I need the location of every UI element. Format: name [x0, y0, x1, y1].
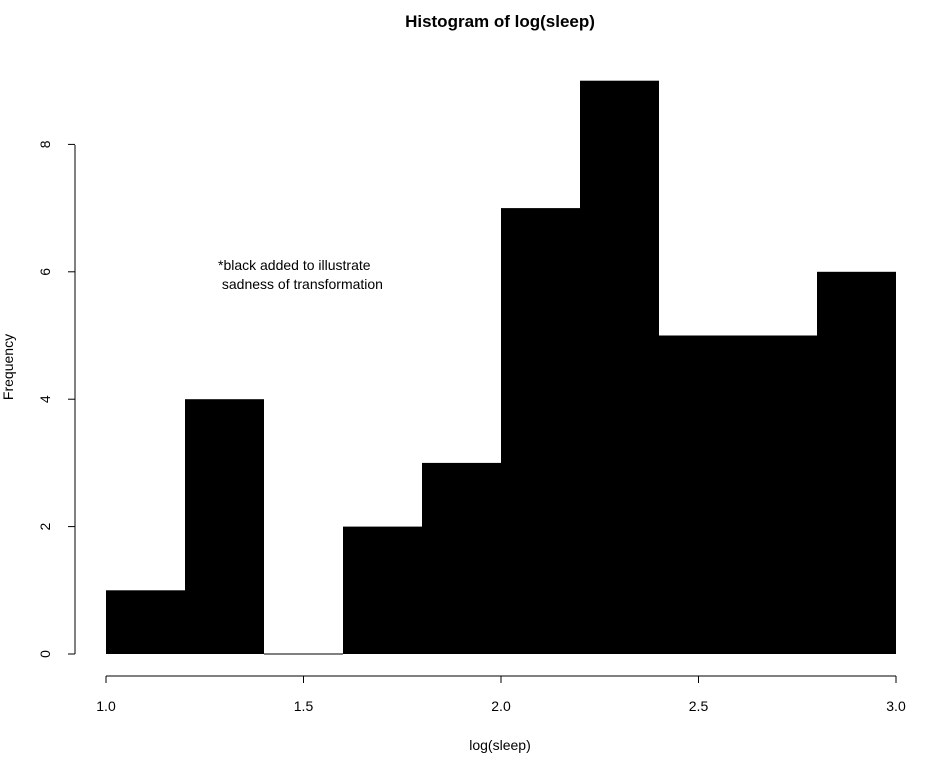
x-ticks-group: 1.0 1.5 2.0 2.5 3.0 — [96, 676, 906, 714]
histogram-bar — [422, 462, 501, 654]
y-axis-label: Frequency — [0, 334, 16, 400]
histogram-bar — [738, 335, 817, 654]
x-axis-label: log(sleep) — [469, 737, 530, 753]
histogram-bar — [343, 526, 422, 654]
y-tick-label: 2 — [37, 522, 53, 530]
y-tick-label: 0 — [37, 650, 53, 658]
histogram-bar — [580, 80, 659, 654]
histogram-bar — [501, 208, 580, 654]
y-tick-label: 6 — [37, 268, 53, 276]
annotation-line-2: sadness of transformation — [218, 276, 383, 292]
x-tick-label: 1.0 — [96, 698, 116, 714]
histogram-bar — [817, 271, 896, 654]
x-tick-label: 2.0 — [491, 698, 511, 714]
y-tick-label: 8 — [37, 140, 53, 148]
y-ticks-group: 0 2 4 6 8 — [37, 140, 75, 658]
x-tick-label: 1.5 — [294, 698, 314, 714]
chart-title: Histogram of log(sleep) — [405, 12, 595, 31]
x-tick-label: 3.0 — [886, 698, 906, 714]
x-tick-label: 2.5 — [689, 698, 709, 714]
annotation-line-1: *black added to illustrate — [218, 257, 371, 273]
y-tick-label: 4 — [37, 395, 53, 403]
histogram-bar — [106, 590, 185, 654]
histogram-bar — [185, 399, 264, 654]
histogram-bar — [659, 335, 738, 654]
bars-group — [106, 80, 896, 655]
